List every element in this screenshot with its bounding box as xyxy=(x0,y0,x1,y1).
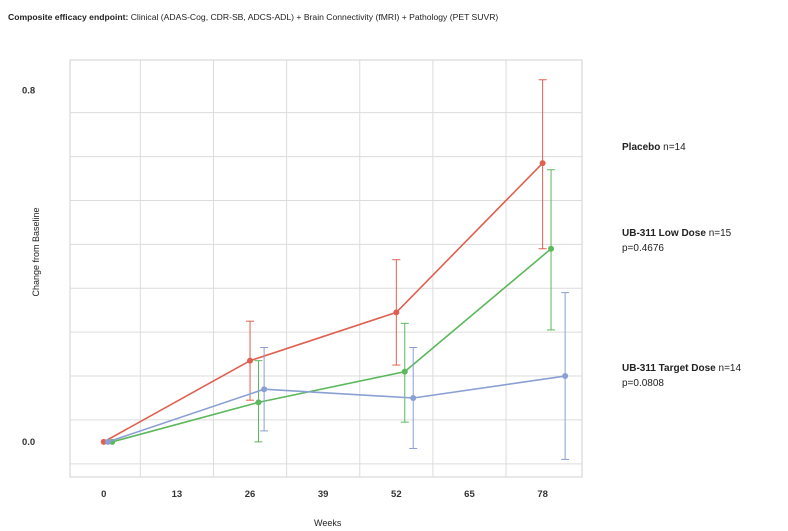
ub-311-target-dose-point xyxy=(261,386,268,393)
ub-311-target-dose-line xyxy=(107,375,566,443)
y-axis-label: Change from Baseline xyxy=(31,207,41,297)
y-tick-label: 0.8 xyxy=(22,86,35,97)
placebo-point xyxy=(247,357,254,364)
legend-placebo-name: Placebo xyxy=(622,142,661,153)
ub-311-target-dose-point xyxy=(562,373,569,380)
x-axis-label: Weeks xyxy=(314,518,342,528)
legend-placebo-n: n=14 xyxy=(663,142,686,153)
ub-311-target-dose-point xyxy=(104,438,111,445)
plot-frame xyxy=(69,59,583,478)
ub-311-low-dose-point xyxy=(401,368,408,375)
x-tick-label: 26 xyxy=(245,489,256,500)
placebo-point xyxy=(539,160,546,167)
ub-311-low-dose-line xyxy=(111,248,552,443)
ub-311-low-dose-point xyxy=(255,399,262,406)
x-tick-label: 0 xyxy=(101,489,106,500)
x-tick-label: 39 xyxy=(318,489,329,500)
x-tick-label: 78 xyxy=(537,489,548,500)
placebo-line xyxy=(103,162,544,443)
ub-311-low-dose-point xyxy=(548,245,555,252)
legend-low-dose-p: p=0.4676 xyxy=(622,243,664,254)
legend-target-dose: UB-311 Target Dose n=14 p=0.0808 xyxy=(622,361,741,391)
chart-title: Composite efficacy endpoint: Clinical (A… xyxy=(8,12,498,22)
legend-low-dose: UB-311 Low Dose n=15 p=0.4676 xyxy=(622,226,731,256)
legend-target-dose-n: n=14 xyxy=(718,363,742,374)
x-tick-label: 52 xyxy=(391,489,402,500)
legend-low-dose-name: UB-311 Low Dose xyxy=(622,228,706,239)
chart-title-bold: Composite efficacy endpoint: xyxy=(8,12,129,22)
ub-311-target-dose-point xyxy=(410,394,417,401)
x-tick-label: 65 xyxy=(464,489,475,500)
legend-low-dose-n: n=15 xyxy=(708,228,732,239)
x-tick-label: 13 xyxy=(172,489,183,500)
placebo-point xyxy=(100,438,107,445)
legend-placebo: Placebo n=14 xyxy=(622,140,686,155)
placebo-point xyxy=(393,309,400,316)
legend-target-dose-name: UB-311 Target Dose xyxy=(622,363,716,374)
legend-target-dose-p: p=0.0808 xyxy=(622,378,664,389)
chart-title-rest: Clinical (ADAS-Cog, CDR-SB, ADCS-ADL) + … xyxy=(130,12,499,22)
y-tick-label: 0.0 xyxy=(22,437,35,448)
